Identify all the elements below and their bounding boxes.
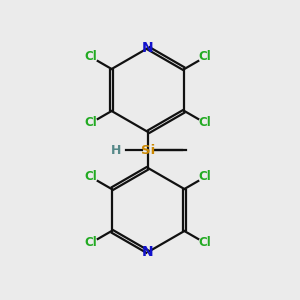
Text: Si: Si (141, 143, 155, 157)
Text: Cl: Cl (199, 116, 211, 130)
Text: Cl: Cl (199, 170, 211, 184)
Text: N: N (142, 41, 154, 55)
Text: N: N (142, 245, 154, 259)
Text: Cl: Cl (199, 236, 211, 250)
Text: Cl: Cl (85, 236, 97, 250)
Text: Cl: Cl (85, 50, 97, 64)
Text: Cl: Cl (199, 50, 211, 64)
Text: Cl: Cl (85, 116, 97, 130)
Text: H: H (111, 143, 121, 157)
Text: Cl: Cl (85, 170, 97, 184)
